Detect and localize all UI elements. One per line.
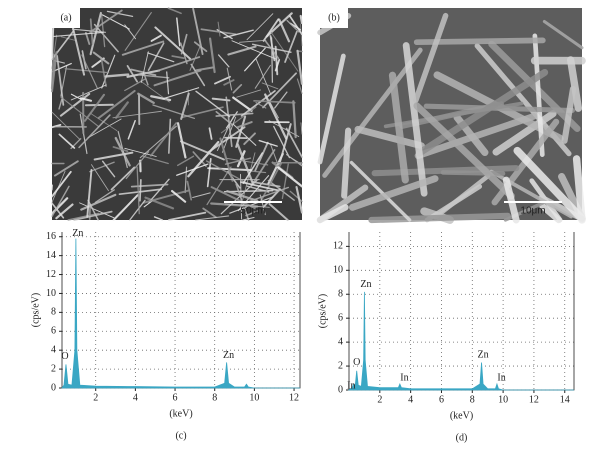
peak-label: O [353,357,360,368]
peak-label: Zn [478,350,489,361]
scale-label: 10μm [520,206,545,217]
y-axis-label: (cps/eV) [317,294,328,328]
peak-label: O [61,351,68,362]
spectrum [62,239,300,388]
spectrum [349,292,574,390]
y-tick-label: 0 [51,382,56,393]
peak-label: In [497,372,505,383]
peak-label: In [400,372,408,383]
y-tick-label: 10 [46,288,56,299]
x-tick-label: 2 [93,392,98,403]
fiber [371,216,507,220]
x-tick-label: 12 [289,392,299,403]
panel-caption: (d) [456,432,468,443]
y-tick-label: 6 [51,326,56,337]
y-tick-label: 0 [338,384,343,395]
axes [62,232,300,388]
peak-label: In [347,381,355,392]
y-tick-label: 8 [51,307,56,318]
peak-label: Zn [360,279,371,290]
y-tick-label: 16 [46,231,56,242]
fiber [140,180,141,201]
fiber [86,105,113,106]
y-tick-label: 2 [338,360,343,371]
y-axis-label: (cps/eV) [30,293,41,327]
y-tick-label: 12 [46,269,56,280]
y-tick-label: 4 [338,336,343,347]
y-tick-label: 10 [333,265,343,276]
panel-label: (b) [328,12,340,23]
x-tick-label: 14 [560,394,570,405]
scale-label: 50μm [240,206,265,217]
y-tick-label: 6 [338,312,343,323]
panel-label: (a) [60,12,71,23]
x-tick-label: 6 [173,392,178,403]
y-tick-label: 12 [333,241,343,252]
y-tick-label: 8 [338,289,343,300]
x-tick-label: 10 [249,392,259,403]
x-axis-label: (keV) [450,410,473,421]
y-tick-label: 4 [51,344,56,355]
fiber [344,131,348,196]
peak-label: Zn [72,228,83,239]
x-tick-label: 12 [529,394,539,405]
sem-image-a: (a) 50μm [52,8,302,220]
x-tick-label: 4 [408,394,413,405]
x-tick-label: 8 [470,394,475,405]
x-tick-label: 6 [439,394,444,405]
sem-image-b: (b) 10μm [320,8,582,220]
y-tick-label: 2 [51,363,56,374]
x-tick-label: 4 [133,392,138,403]
x-axis-label: (keV) [169,408,192,419]
x-tick-label: 2 [377,394,382,405]
fiber [272,38,273,82]
peak-label: Zn [223,350,234,361]
x-tick-label: 8 [212,392,217,403]
y-tick-label: 14 [46,250,56,261]
x-tick-label: 10 [498,394,508,405]
fiber [443,172,503,173]
fiber [301,16,302,23]
panel-caption: (c) [175,430,186,441]
